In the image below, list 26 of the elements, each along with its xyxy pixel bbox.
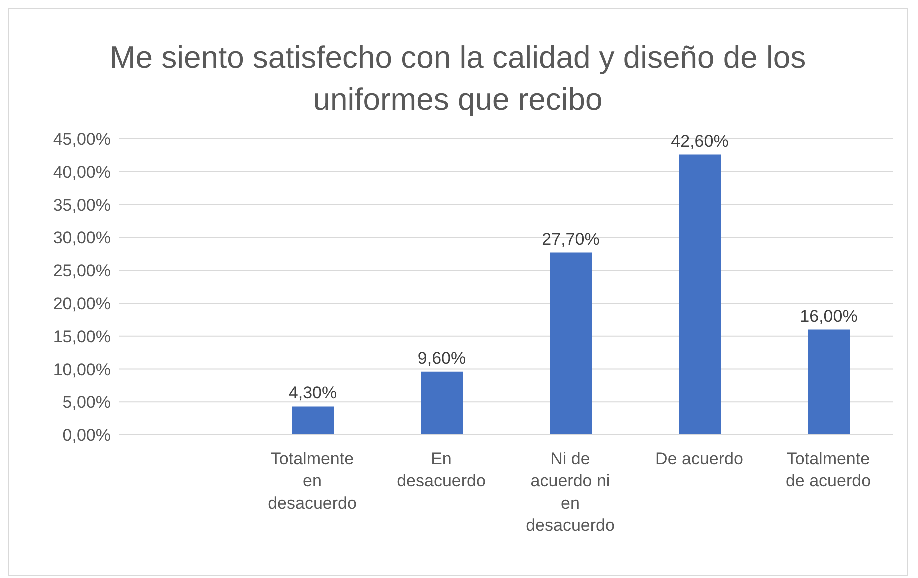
data-label: 42,60% [671, 132, 729, 151]
data-label: 27,70% [542, 230, 600, 249]
x-tick-label: De acuerdo [656, 450, 744, 469]
y-tick-label: 0,00% [62, 426, 111, 446]
x-tick-label: Totalmente de acuerdo [786, 450, 872, 491]
x-tick-label: En desacuerdo [397, 450, 486, 491]
y-tick-label: 15,00% [53, 327, 111, 346]
y-tick-label: 45,00% [53, 130, 111, 150]
data-label: 16,00% [800, 306, 858, 326]
bar [679, 154, 721, 435]
data-label: 4,30% [288, 384, 338, 403]
y-tick-label: 35,00% [53, 196, 111, 215]
bar [808, 330, 850, 435]
bar [550, 252, 592, 435]
data-label: 9,60% [418, 348, 466, 368]
x-tick-label: Totalmente en desacuerdo [268, 450, 357, 513]
y-tick-label: 40,00% [53, 162, 111, 182]
y-tick-label: 20,00% [53, 294, 111, 314]
chart-title: Me siento satisfecho con la calidad y diseño de los uniformes que recibo [108, 39, 808, 119]
y-tick-label: 5,00% [62, 393, 111, 412]
y-tick-label: 10,00% [53, 360, 111, 380]
bar [292, 406, 334, 435]
x-tick-label: Ni de acuerdo ni en desacuerdo [526, 450, 615, 535]
y-tick-label: 30,00% [53, 228, 111, 248]
bar [421, 372, 463, 435]
y-tick-label: 25,00% [53, 262, 111, 281]
